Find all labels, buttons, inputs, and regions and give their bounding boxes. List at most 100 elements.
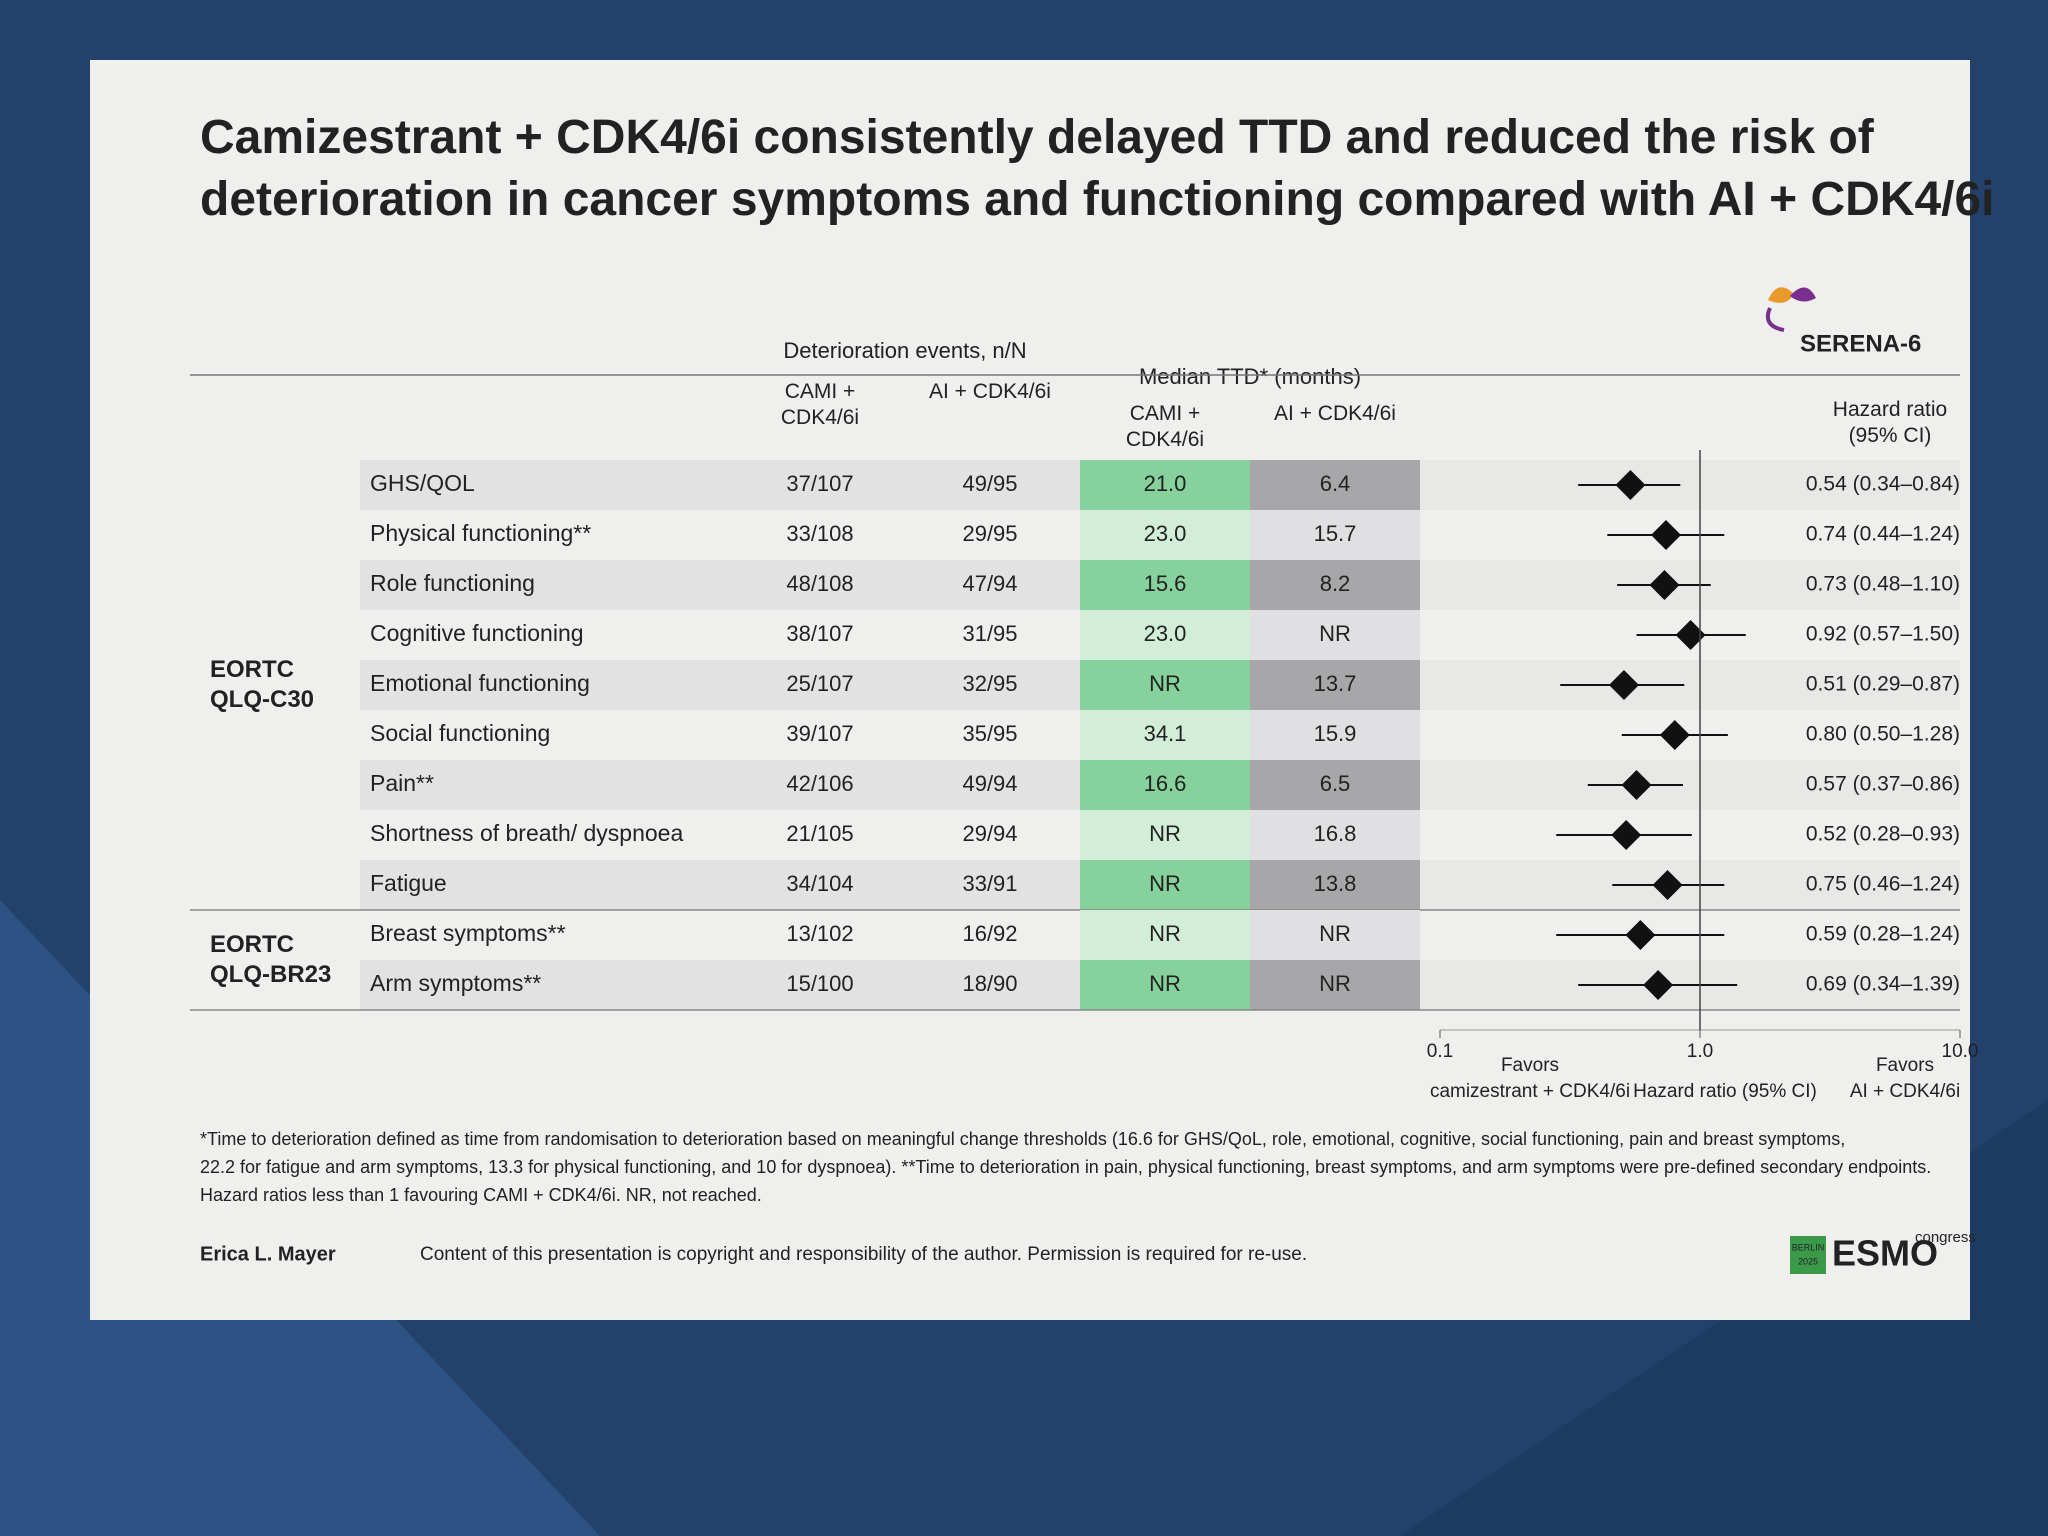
median-cell bbox=[1080, 760, 1250, 810]
events-cell: 16/92 bbox=[962, 921, 1017, 946]
events-cell: 49/95 bbox=[962, 471, 1017, 496]
favors-label-line: Favors bbox=[1876, 1055, 1934, 1076]
hr-point bbox=[1621, 770, 1652, 800]
median-cell bbox=[1080, 610, 1250, 660]
favors-label-line: Favors bbox=[1501, 1055, 1559, 1076]
hr-label: 0.75 (0.46–1.24) bbox=[1806, 873, 1960, 896]
row-stripe bbox=[360, 660, 1080, 710]
row-stripe bbox=[1420, 460, 1960, 510]
hr-point bbox=[1611, 820, 1642, 850]
row-label: Emotional functioning bbox=[370, 670, 590, 696]
row-stripe bbox=[1420, 760, 1960, 810]
median-cell bbox=[1250, 760, 1420, 810]
median-value: NR bbox=[1149, 971, 1181, 996]
row-label: Social functioning bbox=[370, 720, 550, 746]
events-cell: 29/95 bbox=[962, 521, 1017, 546]
median-value: NR bbox=[1149, 671, 1181, 696]
row-stripe bbox=[1420, 660, 1960, 710]
events-cell: 37/107 bbox=[786, 471, 853, 496]
congress-city: BERLIN bbox=[1792, 1242, 1825, 1252]
favors-label: Favors AI + CDK4/6i bbox=[1850, 1055, 1960, 1102]
median-cell bbox=[1080, 810, 1250, 860]
hr-point bbox=[1625, 920, 1656, 950]
arm-header-line: AI + CDK4/6i bbox=[929, 380, 1051, 403]
x-tick-label: 1.0 bbox=[1687, 1041, 1713, 1062]
events-cell: 33/91 bbox=[962, 871, 1017, 896]
hr-point bbox=[1652, 870, 1683, 900]
events-cell: 42/106 bbox=[786, 771, 853, 796]
median-value: 16.6 bbox=[1144, 771, 1187, 796]
group-label-line: QLQ-BR23 bbox=[210, 961, 331, 988]
arm-header: CAMI + CDK4/6i bbox=[781, 380, 859, 429]
hr-point bbox=[1643, 970, 1674, 1000]
row-label: Physical functioning** bbox=[370, 520, 591, 546]
median-cell bbox=[1080, 710, 1250, 760]
events-cell: 13/102 bbox=[786, 921, 853, 946]
events-cell: 18/90 bbox=[962, 971, 1017, 996]
group-label-line: EORTC bbox=[210, 656, 294, 683]
logo-icon bbox=[1765, 287, 1816, 332]
group-label-line: QLQ-C30 bbox=[210, 686, 314, 713]
group-label: EORTC QLQ-C30 bbox=[210, 656, 314, 713]
arm-header-line: AI + CDK4/6i bbox=[1274, 402, 1396, 425]
events-cell: 47/94 bbox=[962, 571, 1017, 596]
hr-label: 0.92 (0.57–1.50) bbox=[1806, 623, 1960, 646]
slide-title: Camizestrant + CDK4/6i consistently dela… bbox=[200, 111, 1995, 226]
hr-label: 0.73 (0.48–1.10) bbox=[1806, 573, 1960, 596]
events-cell: 49/94 bbox=[962, 771, 1017, 796]
events-cell: 34/104 bbox=[786, 871, 853, 896]
hr-label: 0.74 (0.44–1.24) bbox=[1806, 523, 1960, 546]
congress-badge bbox=[1790, 1236, 1826, 1274]
median-value: 8.2 bbox=[1320, 571, 1351, 596]
median-value: NR bbox=[1319, 971, 1351, 996]
median-cell bbox=[1250, 860, 1420, 910]
median-cell bbox=[1250, 910, 1420, 960]
hr-label: 0.59 (0.28–1.24) bbox=[1806, 923, 1960, 946]
median-cell bbox=[1080, 560, 1250, 610]
median-cell bbox=[1250, 610, 1420, 660]
footnote-line: Hazard ratios less than 1 favouring CAMI… bbox=[200, 1185, 762, 1205]
events-cell: 31/95 bbox=[962, 621, 1017, 646]
median-value: NR bbox=[1319, 621, 1351, 646]
copyright: Content of this presentation is copyrigh… bbox=[420, 1244, 1307, 1265]
median-cell bbox=[1250, 510, 1420, 560]
arm-header-line: CDK4/6i bbox=[1126, 428, 1204, 451]
arm-header: AI + CDK4/6i bbox=[1274, 402, 1396, 425]
x-tick-label: 10.0 bbox=[1942, 1041, 1979, 1062]
median-cell bbox=[1080, 960, 1250, 1010]
median-value: NR bbox=[1149, 871, 1181, 896]
median-cell bbox=[1080, 510, 1250, 560]
events-cell: 21/105 bbox=[786, 821, 853, 846]
hr-label: 0.52 (0.28–0.93) bbox=[1806, 823, 1960, 846]
median-cell bbox=[1080, 910, 1250, 960]
row-stripe bbox=[360, 860, 1080, 910]
median-value: 21.0 bbox=[1144, 471, 1187, 496]
hr-point bbox=[1651, 520, 1682, 550]
median-cell bbox=[1080, 460, 1250, 510]
favors-label-line: camizestrant + CDK4/6i bbox=[1430, 1081, 1630, 1102]
hr-point bbox=[1615, 470, 1646, 500]
events-cell: 29/94 bbox=[962, 821, 1017, 846]
hr-column-header-line: (95% CI) bbox=[1849, 424, 1932, 447]
congress-year: 2025 bbox=[1798, 1256, 1818, 1266]
median-value: 34.1 bbox=[1144, 721, 1187, 746]
arm-header-line: CDK4/6i bbox=[781, 406, 859, 429]
favors-label: Favors camizestrant + CDK4/6i bbox=[1430, 1055, 1630, 1102]
events-cell: 39/107 bbox=[786, 721, 853, 746]
events-cell: 38/107 bbox=[786, 621, 853, 646]
x-tick-label: 0.1 bbox=[1427, 1041, 1453, 1062]
arm-header-line: CAMI + bbox=[1130, 402, 1201, 425]
row-label: Fatigue bbox=[370, 870, 447, 896]
events-cell: 33/108 bbox=[786, 521, 853, 546]
median-cell bbox=[1080, 660, 1250, 710]
median-cell bbox=[1250, 710, 1420, 760]
hr-point bbox=[1659, 720, 1690, 750]
median-header: Median TTD* (months) bbox=[1139, 364, 1361, 389]
median-cell bbox=[1250, 560, 1420, 610]
median-value: 13.8 bbox=[1314, 871, 1357, 896]
median-value: 15.7 bbox=[1314, 521, 1357, 546]
footnote-line: *Time to deterioration defined as time f… bbox=[200, 1129, 1845, 1149]
row-label: Role functioning bbox=[370, 570, 535, 596]
median-cell bbox=[1250, 810, 1420, 860]
